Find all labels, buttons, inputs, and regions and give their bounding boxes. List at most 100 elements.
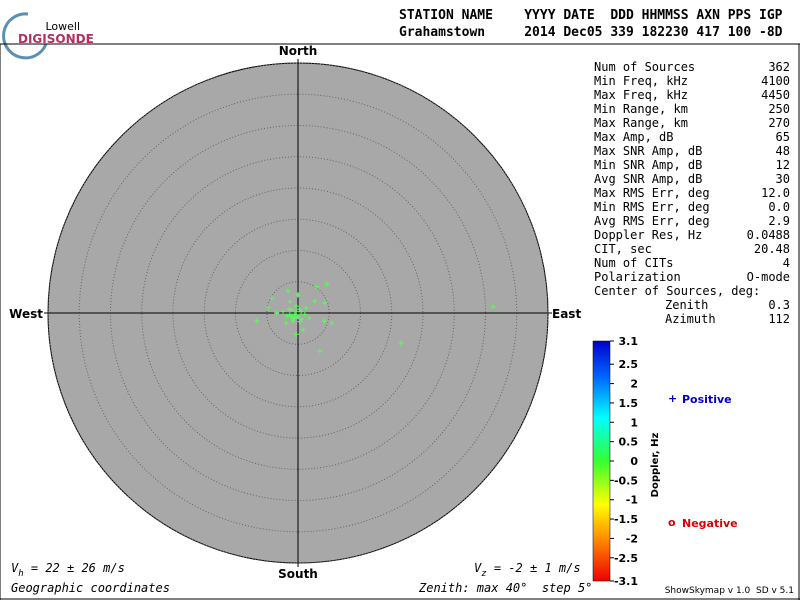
velocity: Vz = -2 ± 1 m/s (474, 561, 581, 579)
source-point (293, 303, 299, 309)
stat-value: 12 (776, 158, 790, 172)
colorbar-tick-label: 0 (630, 455, 638, 468)
stat-label: Num of Sources (594, 60, 695, 74)
colorbar-tick-label: -2.5 (614, 552, 638, 565)
direction-west: West (9, 307, 43, 321)
logo-top: Lowell (45, 20, 80, 33)
stat-label: Min Range, km (594, 102, 688, 116)
legend-marker: + (668, 392, 677, 405)
stat-value: 362 (768, 60, 790, 74)
stat-value: 4450 (761, 88, 790, 102)
colorbar-tick-label: 1 (630, 416, 638, 429)
source-point (295, 292, 301, 298)
legend-marker: o (668, 516, 676, 529)
stat-value: 270 (768, 116, 790, 130)
colorbar (592, 340, 611, 582)
source-point (288, 314, 294, 320)
stat-value: 30 (776, 172, 790, 186)
stat-value: 2.9 (768, 214, 790, 228)
colorbar-tick-label: -2 (626, 532, 638, 545)
stat-label: Max Amp, dB (594, 130, 673, 144)
source-point (254, 318, 260, 324)
source-point (280, 309, 286, 315)
header-values: Grahamstown 2014 Dec05 339 182230 417 10… (399, 25, 783, 40)
zenith-note: Zenith: max 40° step 5° (418, 581, 592, 595)
source-point (265, 305, 271, 311)
velocity-sub: h (18, 569, 23, 579)
stat-label: CIT, sec (594, 242, 652, 256)
stat-label: Max RMS Err, deg (594, 186, 710, 200)
source-point (329, 320, 335, 326)
colorbar-tick-label: 1.5 (619, 397, 639, 410)
stat-value: 4 (783, 256, 790, 270)
stat-value: 65 (776, 130, 790, 144)
source-point (300, 327, 306, 333)
velocity-symbol: V (474, 561, 482, 575)
source-point (291, 315, 297, 321)
source-point (303, 305, 309, 311)
stat-value: 0.0488 (747, 228, 790, 242)
source-point (284, 313, 290, 319)
source-point (297, 319, 303, 325)
source-point (324, 281, 330, 287)
stat-label: Num of CITs (594, 256, 673, 270)
source-point (289, 307, 295, 313)
colorbar-tick-label: 0.5 (619, 436, 639, 449)
colorbar-tick-label: -1.5 (614, 513, 638, 526)
source-point (321, 318, 327, 324)
colorbar-tick-label: 2.5 (619, 358, 639, 371)
source-point (296, 306, 302, 312)
source-point (306, 315, 312, 321)
source-point (286, 306, 292, 312)
stat-value: 20.48 (754, 242, 790, 256)
source-point (283, 320, 289, 326)
coords-note: Geographic coordinates (11, 581, 170, 595)
colorbar-tick-label: -3.1 (614, 575, 638, 588)
source-point (285, 288, 291, 294)
stat-value: 0.0 (768, 200, 790, 214)
stat-label: Zenith (665, 298, 708, 312)
colorbar-tick-label: 2 (630, 378, 638, 391)
stat-value: 48 (776, 144, 790, 158)
stat-value: 250 (768, 102, 790, 116)
stat-label: Avg SNR Amp, dB (594, 172, 702, 186)
stat-value: 0.3 (768, 298, 790, 312)
velocity-text: = -2 ± 1 m/s (487, 561, 581, 575)
source-point (317, 348, 323, 354)
source-point (302, 311, 308, 317)
header-labels: STATION NAME YYYY DATE DDD HHMMSS AXN PP… (399, 8, 783, 23)
stat-label: Azimuth (665, 312, 716, 326)
stat-label: Max SNR Amp, dB (594, 144, 702, 158)
stat-label: Min RMS Err, deg (594, 200, 710, 214)
legend-text: Negative (682, 517, 738, 530)
velocity-sub: z (481, 569, 486, 579)
logo-swoosh (2, 12, 48, 60)
velocity-symbol: V (11, 561, 19, 575)
stat-value: 112 (768, 312, 790, 326)
colorbar-label: Doppler, Hz (650, 433, 661, 498)
stat-label: Avg RMS Err, deg (594, 214, 710, 228)
source-point (290, 318, 296, 324)
source-point (398, 340, 404, 346)
footer: ShowSkymap v 1.0 SD v 5.1 (665, 586, 794, 596)
source-point (269, 295, 275, 301)
direction-north: North (279, 44, 317, 58)
stat-value: O-mode (747, 270, 790, 284)
source-point (322, 300, 328, 306)
stat-label: Min SNR Amp, dB (594, 158, 702, 172)
source-point (293, 309, 299, 315)
stat-value: 4100 (761, 74, 790, 88)
source-point (314, 284, 320, 290)
stat-value: 12.0 (761, 186, 790, 200)
source-point (312, 298, 318, 304)
source-point (490, 304, 496, 310)
stat-label: Center of Sources, deg: (594, 284, 760, 298)
velocity: Vh = 22 ± 26 m/s (11, 561, 125, 579)
colorbar-tick-label: -0.5 (614, 474, 638, 487)
stat-label: Max Freq, kHz (594, 88, 688, 102)
legend-text: Positive (682, 393, 732, 406)
colorbar-tick-label: -1 (626, 494, 638, 507)
direction-south: South (278, 567, 318, 581)
stat-label: Polarization (594, 270, 681, 284)
